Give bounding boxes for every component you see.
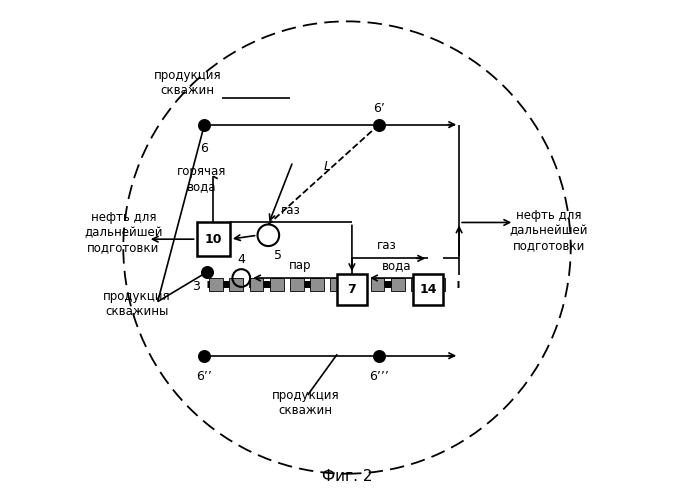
Bar [196, 222, 230, 256]
Text: 10: 10 [205, 232, 222, 245]
Text: Фиг. 2: Фиг. 2 [322, 468, 372, 483]
Bar [391, 278, 405, 291]
Bar [371, 278, 384, 291]
Text: вода: вода [382, 258, 411, 272]
Point [199, 352, 210, 360]
Text: пар: пар [289, 258, 312, 272]
Bar [337, 274, 367, 304]
Bar [413, 274, 443, 304]
Text: 6’’: 6’’ [196, 370, 212, 384]
Point [201, 268, 212, 276]
Text: продукция
скважин: продукция скважин [153, 69, 221, 97]
Text: нефть для
дальнейшей
подготовки: нефть для дальнейшей подготовки [84, 212, 162, 254]
Bar [350, 278, 364, 291]
Text: продукция
скважины: продукция скважины [103, 290, 171, 318]
Bar [250, 278, 264, 291]
Text: 6’: 6’ [373, 102, 385, 115]
Text: 6’’’: 6’’’ [369, 370, 389, 384]
Text: газ: газ [376, 240, 396, 252]
Text: 14: 14 [419, 283, 437, 296]
Text: 4: 4 [237, 252, 245, 266]
Bar [290, 278, 304, 291]
Point [373, 120, 384, 128]
Bar [330, 278, 344, 291]
Bar [270, 278, 284, 291]
Text: горячая
вода: горячая вода [177, 164, 227, 192]
Text: газ: газ [280, 204, 301, 216]
Bar [411, 278, 425, 291]
Bar [431, 278, 445, 291]
Bar [210, 278, 223, 291]
Text: нефть для
дальнейшей
подготовки: нефть для дальнейшей подготовки [509, 209, 588, 252]
Point [199, 120, 210, 128]
Text: L: L [324, 160, 331, 173]
Bar [230, 278, 244, 291]
Point [373, 352, 384, 360]
Text: 5: 5 [274, 249, 282, 262]
Text: 7: 7 [348, 283, 356, 296]
Text: 6: 6 [201, 142, 208, 155]
Text: 3: 3 [192, 280, 199, 293]
Bar [310, 278, 324, 291]
Text: продукция
скважин: продукция скважин [271, 390, 339, 417]
